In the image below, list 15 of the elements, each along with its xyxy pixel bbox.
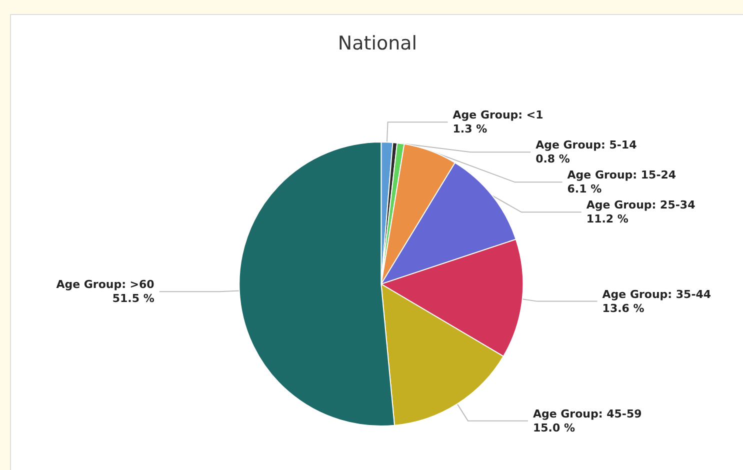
slice-label: Age Group: >60 bbox=[56, 278, 155, 292]
slice-label: Age Group: 5-14 bbox=[536, 138, 638, 152]
data-label: 1.3 % bbox=[452, 122, 488, 136]
chart-title: National bbox=[338, 32, 418, 54]
slice-label: Age Group: 15-24 bbox=[567, 168, 676, 182]
data-label: 51.5 % bbox=[112, 292, 154, 306]
slice-label: Age Group: 45-59 bbox=[532, 407, 642, 420]
slice-label: Age Group: 35-44 bbox=[602, 288, 712, 301]
data-label: 13.6 % bbox=[602, 302, 644, 315]
slice-label: Age Group: 25-34 bbox=[586, 198, 696, 212]
data-label: 6.1 % bbox=[567, 182, 602, 196]
data-label: 0.8 % bbox=[536, 152, 570, 166]
data-label: 11.2 % bbox=[586, 212, 628, 226]
slice-label: Age Group: <1 bbox=[452, 108, 544, 122]
data-label: 15.0 % bbox=[532, 421, 575, 434]
